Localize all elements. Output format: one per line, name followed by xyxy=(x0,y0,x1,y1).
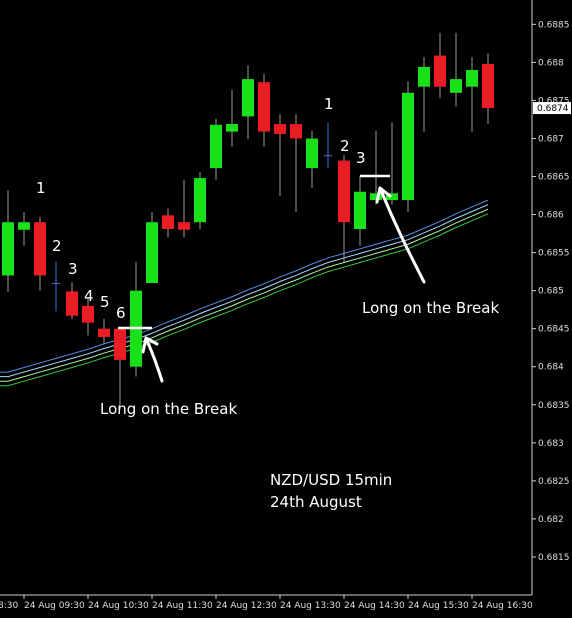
candle-body xyxy=(66,291,78,316)
candle-body xyxy=(52,283,60,285)
last-price-box xyxy=(533,102,571,115)
count-label: 1 xyxy=(324,95,334,113)
candle-body xyxy=(178,222,190,230)
ma-line xyxy=(0,204,489,378)
y-tick-label: 0.6855 xyxy=(538,249,570,259)
candle-body xyxy=(386,193,398,201)
y-tick-label: 0.685 xyxy=(538,287,564,297)
candle-body xyxy=(482,63,494,109)
ma-line xyxy=(0,213,489,387)
overlay: Long on the Break Long on the Break NZD/… xyxy=(100,174,499,511)
candle-body xyxy=(258,82,270,132)
candle-body xyxy=(98,328,110,338)
y-tick-label: 0.683 xyxy=(538,439,564,449)
x-tick-label: 8:30 xyxy=(0,601,18,611)
y-tick-label: 0.6865 xyxy=(538,173,570,183)
x-tick-label: 24 Aug 12:30 xyxy=(216,601,277,611)
x-tick-label: 24 Aug 13:30 xyxy=(280,601,341,611)
x-tick-label: 24 Aug 14:30 xyxy=(344,601,405,611)
y-tick-label: 0.6875 xyxy=(538,96,570,106)
count-label: 4 xyxy=(84,287,94,305)
count-label: 1 xyxy=(36,179,46,197)
candle-body xyxy=(82,305,94,323)
candle-body xyxy=(370,193,382,201)
candle-body xyxy=(194,178,206,223)
candle-body xyxy=(242,79,254,117)
candle-body xyxy=(146,222,158,284)
count-label: 3 xyxy=(356,149,366,167)
y-tick-label: 0.686 xyxy=(538,211,564,221)
candle-body xyxy=(162,215,174,230)
candle-body xyxy=(418,66,430,87)
annotation: Long on the Break xyxy=(100,400,237,418)
y-tick-label: 0.6845 xyxy=(538,325,570,335)
y-tick-label: 0.684 xyxy=(538,363,564,373)
y-tick-label: 0.6835 xyxy=(538,401,570,411)
y-tick-label: 0.682 xyxy=(538,515,564,525)
candle-body xyxy=(18,222,30,230)
x-tick-label: 24 Aug 16:30 xyxy=(472,601,533,611)
candle-body xyxy=(274,124,286,134)
y-tick-label: 0.6815 xyxy=(538,553,570,563)
chart-title: NZD/USD 15min xyxy=(270,471,392,489)
candle-body xyxy=(306,138,318,169)
y-tick-label: 0.6885 xyxy=(538,20,570,30)
count-label: 2 xyxy=(340,137,350,155)
y-tick-label: 0.687 xyxy=(538,134,564,144)
candle-body xyxy=(290,124,302,139)
x-tick-label: 24 Aug 11:30 xyxy=(152,601,213,611)
chart-subtitle: 24th August xyxy=(270,493,362,511)
x-tick-label: 24 Aug 15:30 xyxy=(408,601,469,611)
candle-body xyxy=(338,160,350,223)
x-tick-label: 24 Aug 10:30 xyxy=(88,601,149,611)
y-tick-label: 0.688 xyxy=(538,58,564,68)
candle-body xyxy=(114,328,126,360)
candle-body xyxy=(226,124,238,132)
count-label: 5 xyxy=(100,293,110,311)
count-label: 3 xyxy=(68,260,78,278)
plot-area xyxy=(0,32,494,410)
candle-body xyxy=(210,124,222,169)
candle-body xyxy=(354,191,366,230)
candle-body xyxy=(402,92,414,201)
candle-body xyxy=(2,222,14,276)
ma-line xyxy=(0,199,489,373)
y-tick-label: 0.6825 xyxy=(538,477,570,487)
count-label: 6 xyxy=(116,304,126,322)
count-label: 2 xyxy=(52,237,62,255)
last-price-label: 0.6874 xyxy=(537,104,569,114)
arrow xyxy=(375,186,426,284)
candle-body xyxy=(466,70,478,87)
candle-body xyxy=(324,155,332,157)
candle-body xyxy=(34,222,46,276)
x-tick-label: 24 Aug 09:30 xyxy=(24,601,85,611)
candle-body xyxy=(450,79,462,93)
arrow xyxy=(141,336,164,383)
annotation: Long on the Break xyxy=(362,299,499,317)
candle-body xyxy=(434,55,446,87)
